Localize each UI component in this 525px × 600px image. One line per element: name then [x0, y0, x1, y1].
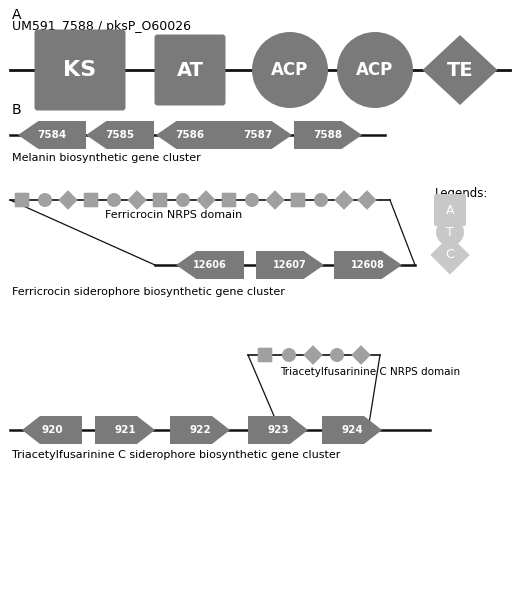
Text: B: B	[12, 103, 22, 117]
Polygon shape	[256, 251, 324, 279]
Polygon shape	[176, 251, 244, 279]
Text: 12606: 12606	[193, 260, 227, 270]
Text: Melanin biosynthetic gene cluster: Melanin biosynthetic gene cluster	[12, 153, 201, 163]
Text: Triacetylfusarinine C siderophore biosynthetic gene cluster: Triacetylfusarinine C siderophore biosyn…	[12, 450, 340, 460]
Circle shape	[436, 218, 464, 246]
FancyBboxPatch shape	[434, 194, 466, 226]
Polygon shape	[265, 190, 285, 210]
Circle shape	[330, 348, 344, 362]
Text: 7586: 7586	[175, 130, 205, 140]
FancyBboxPatch shape	[222, 193, 236, 208]
Text: Ferricrocin siderophore biosynthetic gene cluster: Ferricrocin siderophore biosynthetic gen…	[12, 287, 285, 297]
Polygon shape	[127, 190, 147, 210]
FancyBboxPatch shape	[258, 348, 272, 362]
Circle shape	[107, 193, 121, 207]
Polygon shape	[322, 416, 382, 444]
Polygon shape	[294, 121, 362, 149]
Text: 7584: 7584	[37, 130, 67, 140]
Polygon shape	[86, 121, 154, 149]
Text: 921: 921	[114, 425, 136, 435]
Text: KS: KS	[64, 60, 97, 80]
Polygon shape	[248, 416, 308, 444]
Circle shape	[252, 32, 328, 108]
Text: 922: 922	[189, 425, 211, 435]
Polygon shape	[224, 121, 292, 149]
Circle shape	[38, 193, 52, 207]
Text: 12608: 12608	[351, 260, 385, 270]
Polygon shape	[95, 416, 155, 444]
Polygon shape	[334, 190, 354, 210]
Polygon shape	[196, 190, 216, 210]
FancyBboxPatch shape	[83, 193, 98, 208]
Circle shape	[314, 193, 328, 207]
Text: A: A	[446, 203, 454, 217]
Text: 7588: 7588	[313, 130, 342, 140]
Polygon shape	[423, 35, 498, 105]
Text: AT: AT	[176, 61, 204, 79]
Polygon shape	[156, 121, 224, 149]
FancyBboxPatch shape	[15, 193, 29, 208]
Text: T: T	[446, 226, 454, 238]
FancyBboxPatch shape	[35, 29, 125, 110]
Text: ACP: ACP	[356, 61, 394, 79]
Text: C: C	[446, 248, 454, 262]
Circle shape	[282, 348, 296, 362]
Text: 7585: 7585	[106, 130, 134, 140]
Polygon shape	[303, 345, 323, 365]
Text: Triacetylfusarinine C NRPS domain: Triacetylfusarinine C NRPS domain	[280, 367, 460, 377]
Text: 12607: 12607	[273, 260, 307, 270]
Polygon shape	[170, 416, 230, 444]
Text: UM591_7588 / pksP_O60026: UM591_7588 / pksP_O60026	[12, 20, 191, 33]
Text: 924: 924	[341, 425, 363, 435]
Circle shape	[176, 193, 190, 207]
Text: A: A	[12, 8, 22, 22]
FancyBboxPatch shape	[154, 34, 226, 106]
Polygon shape	[334, 251, 402, 279]
FancyBboxPatch shape	[153, 193, 167, 208]
Polygon shape	[430, 235, 469, 275]
Polygon shape	[351, 345, 371, 365]
Text: ACP: ACP	[271, 61, 309, 79]
Polygon shape	[58, 190, 78, 210]
Text: 7587: 7587	[244, 130, 272, 140]
Text: TE: TE	[447, 61, 474, 79]
Polygon shape	[22, 416, 82, 444]
Circle shape	[337, 32, 413, 108]
Text: 920: 920	[41, 425, 63, 435]
Text: Legends:: Legends:	[435, 187, 488, 200]
Text: 923: 923	[267, 425, 289, 435]
FancyBboxPatch shape	[291, 193, 306, 208]
Text: Ferricrocin NRPS domain: Ferricrocin NRPS domain	[105, 210, 242, 220]
Polygon shape	[18, 121, 86, 149]
Polygon shape	[357, 190, 377, 210]
Circle shape	[245, 193, 259, 207]
